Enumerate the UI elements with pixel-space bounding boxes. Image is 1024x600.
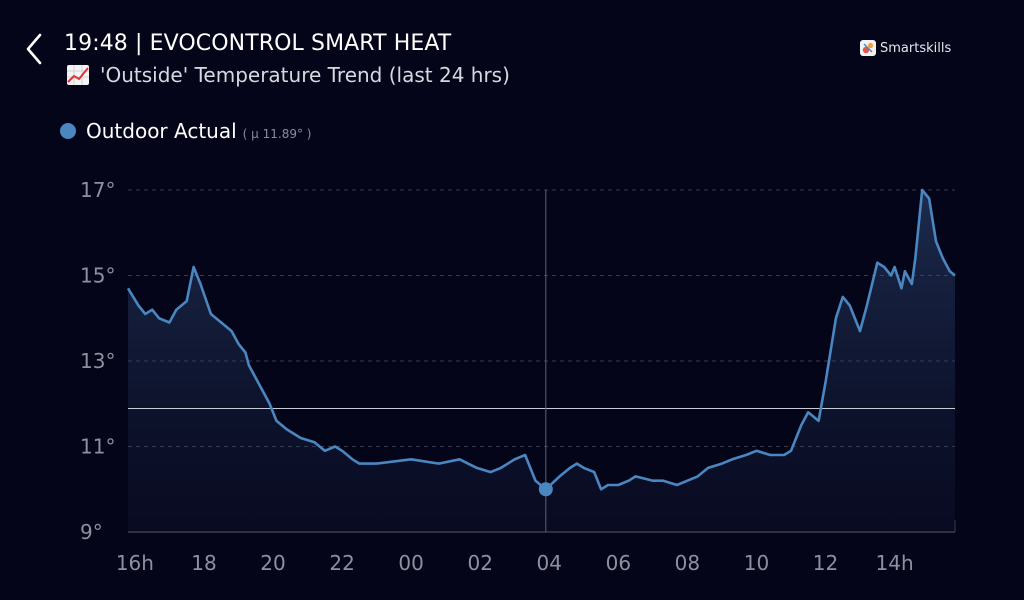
- x-tick-label: 22: [329, 551, 354, 575]
- smartskills-logo-icon: [860, 40, 876, 56]
- x-tick-label: 18: [191, 551, 216, 575]
- legend-marker: [60, 123, 76, 139]
- x-tick-label: 08: [675, 551, 700, 575]
- x-tick-label: 20: [260, 551, 285, 575]
- page-title: 19:48 | EVOCONTROL SMART HEAT: [64, 31, 452, 56]
- chart-legend[interactable]: Outdoor Actual ( µ 11.89° ): [60, 119, 311, 143]
- x-tick-label: 04: [537, 551, 562, 575]
- series-area-fill: [128, 190, 955, 532]
- x-tick-label: 14h: [876, 551, 914, 575]
- back-chevron-icon[interactable]: [22, 32, 50, 66]
- y-tick-label: 15°: [80, 264, 115, 288]
- highlighted-data-point[interactable]: [538, 482, 553, 497]
- chart-increasing-icon: [67, 65, 89, 85]
- x-tick-label: 00: [398, 551, 423, 575]
- x-tick-label: 06: [606, 551, 631, 575]
- legend-series-label: Outdoor Actual: [86, 119, 237, 143]
- x-tick-label: 10: [744, 551, 769, 575]
- series-line-outdoor-actual: [126, 188, 956, 491]
- y-tick-label: 9°: [80, 520, 103, 544]
- x-tick-label: 12: [813, 551, 838, 575]
- y-tick-label: 17°: [80, 178, 115, 202]
- chart-subtitle-text: 'Outside' Temperature Trend (last 24 hrs…: [100, 63, 510, 87]
- brand: Smartskills: [860, 40, 951, 56]
- x-tick-label: 02: [467, 551, 492, 575]
- chart-subtitle: 'Outside' Temperature Trend (last 24 hrs…: [66, 63, 510, 87]
- x-tick-label: 16h: [116, 551, 154, 575]
- y-tick-label: 11°: [80, 435, 115, 459]
- y-tick-label: 13°: [80, 349, 115, 373]
- legend-mean-label: ( µ 11.89° ): [242, 127, 312, 141]
- brand-name: Smartskills: [880, 40, 952, 56]
